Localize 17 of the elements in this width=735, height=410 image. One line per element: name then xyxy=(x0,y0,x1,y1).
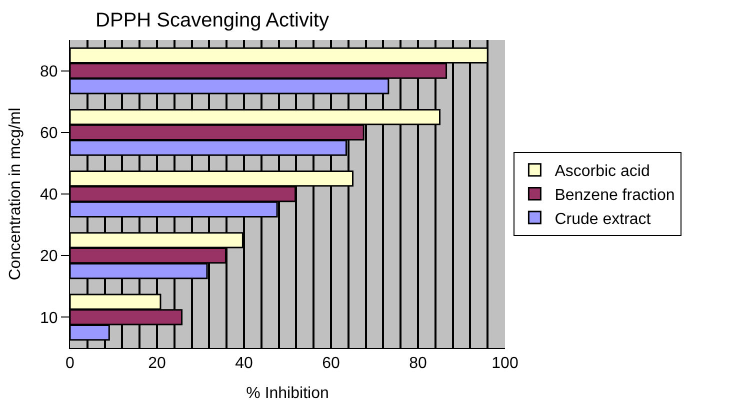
x-tick-label: 0 xyxy=(66,355,75,372)
legend-label: Benzene fraction xyxy=(554,186,675,204)
x-tick-label: 20 xyxy=(148,355,166,372)
x-tick-label: 100 xyxy=(492,355,518,372)
x-tick-label: 80 xyxy=(409,355,427,372)
x-axis-title: % Inhibition xyxy=(246,384,329,402)
y-axis-title: Concentration in mcg/ml xyxy=(6,108,24,280)
chart-title: DPPH Scavenging Activity xyxy=(96,9,329,32)
y-tick-label: 10 xyxy=(40,310,58,327)
y-tick-label: 20 xyxy=(40,248,58,266)
y-tick-label: 40 xyxy=(40,186,58,204)
legend-label: Ascorbic acid xyxy=(554,163,650,180)
x-tick-label: 40 xyxy=(235,355,253,372)
y-tick-label: 80 xyxy=(40,63,58,80)
x-tick-label: 60 xyxy=(322,355,340,372)
legend-label: Crude extract xyxy=(554,210,652,228)
y-tick-label: 60 xyxy=(40,125,58,142)
